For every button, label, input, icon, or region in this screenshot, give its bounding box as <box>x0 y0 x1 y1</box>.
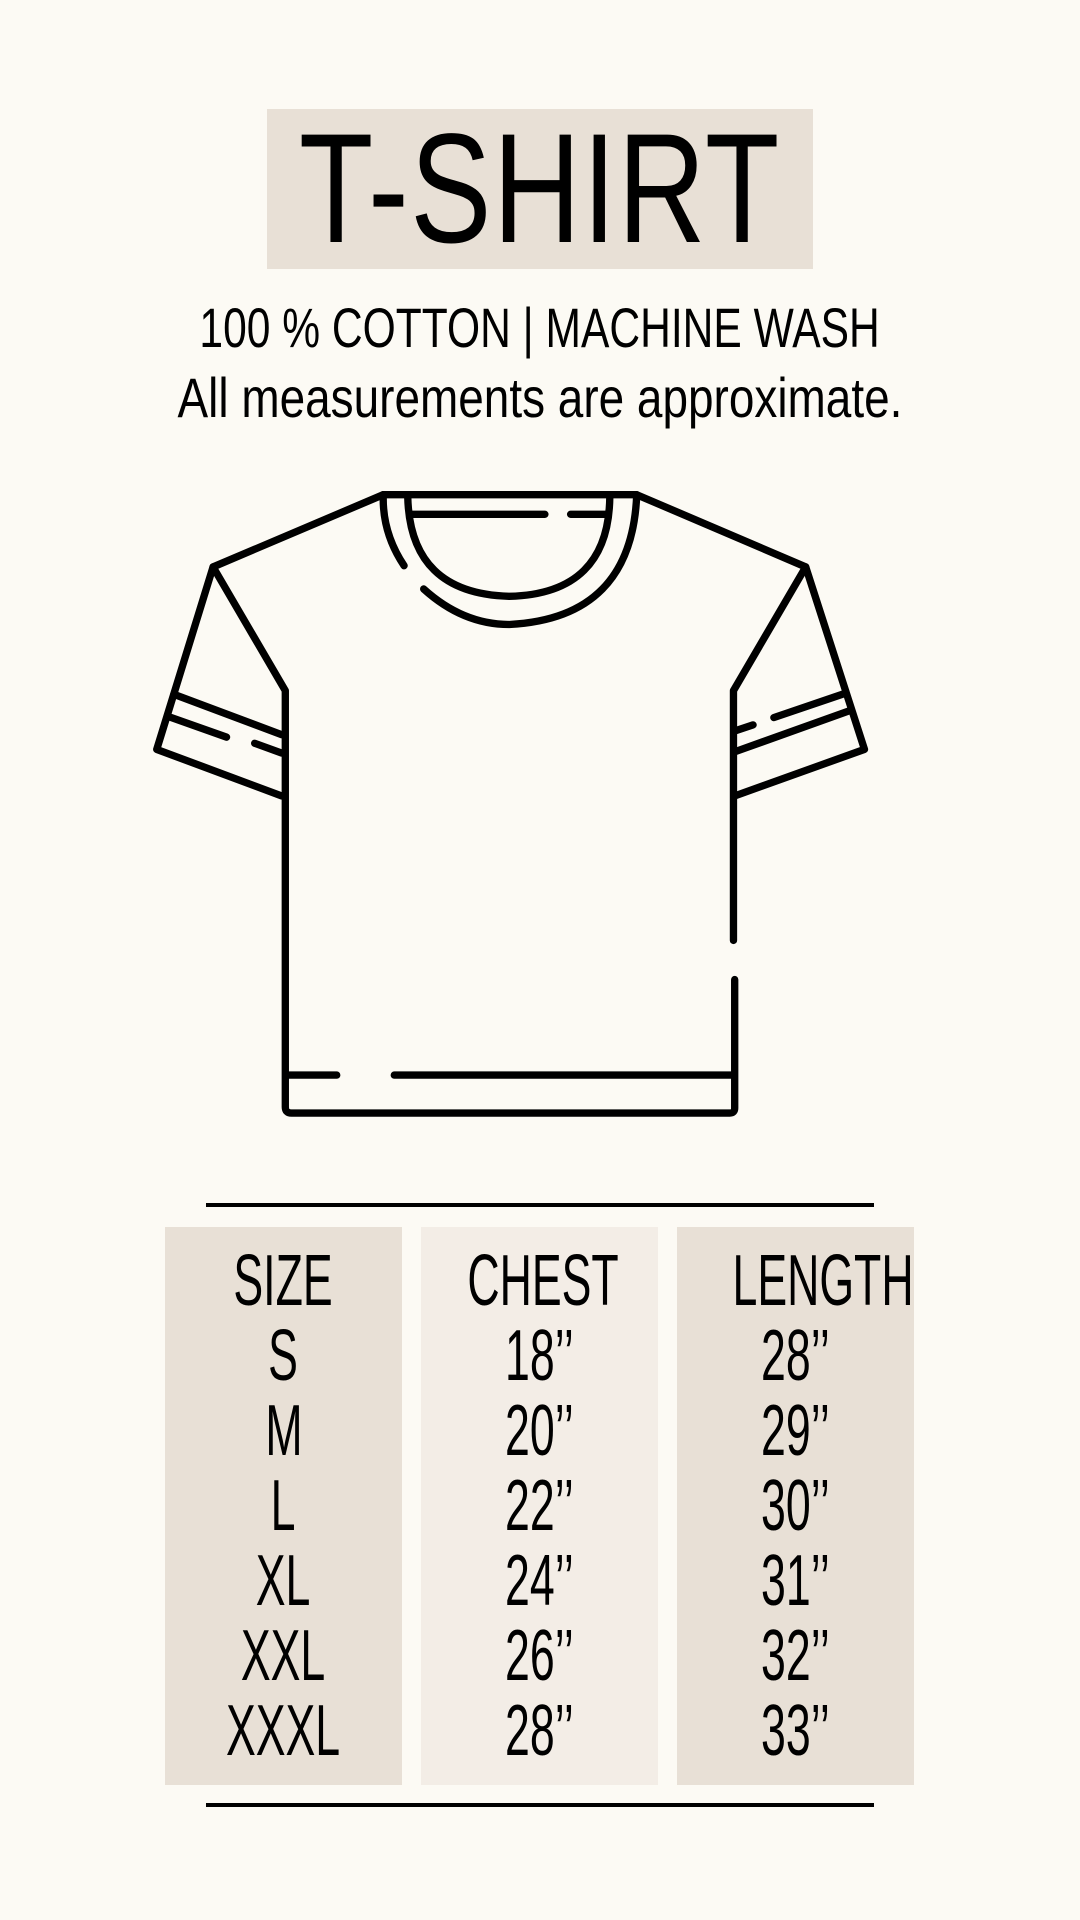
note-text: All measurements are approximate. <box>177 366 903 429</box>
measurement-note: All measurements are approximate. <box>0 370 1080 426</box>
table-top-divider <box>206 1203 874 1207</box>
table-cell: 31’’ <box>677 1545 914 1617</box>
table-cell: 28’’ <box>677 1320 914 1392</box>
table-cell-text: 30’’ <box>761 1466 830 1546</box>
table-cell-text: XXXL <box>226 1691 341 1771</box>
table-cell-text: 20’’ <box>505 1391 574 1471</box>
column-header-text: LENGTH <box>732 1241 914 1321</box>
table-bottom-divider <box>206 1803 874 1807</box>
table-cell: XXL <box>165 1620 402 1692</box>
chest-column: CHEST 18’’ 20’’ 22’’ 24’’ 26’’ 28’’ <box>421 1227 658 1785</box>
table-cell-text: L <box>271 1466 296 1546</box>
table-cell: L <box>165 1470 402 1542</box>
column-header: LENGTH <box>677 1245 914 1317</box>
table-cell-text: 18’’ <box>505 1316 574 1396</box>
table-cell-text: 28’’ <box>761 1316 830 1396</box>
page-title: T-SHIRT <box>299 102 781 276</box>
table-cell-text: XXL <box>241 1616 326 1696</box>
length-column: LENGTH 28’’ 29’’ 30’’ 31’’ 32’’ 33’’ <box>677 1227 914 1785</box>
table-cell-text: 22’’ <box>505 1466 574 1546</box>
column-header-text: SIZE <box>233 1241 334 1321</box>
table-cell: 18’’ <box>421 1320 658 1392</box>
table-cell-text: 29’’ <box>761 1391 830 1471</box>
subtitle-text: 100 % COTTON | MACHINE WASH <box>199 296 881 359</box>
size-column: SIZE S M L XL XXL XXXL <box>165 1227 402 1785</box>
table-cell: 29’’ <box>677 1395 914 1467</box>
table-cell-text: S <box>268 1316 299 1396</box>
table-cell: 30’’ <box>677 1470 914 1542</box>
table-cell: 33’’ <box>677 1695 914 1767</box>
table-cell-text: 24’’ <box>505 1541 574 1621</box>
table-cell-text: XL <box>256 1541 311 1621</box>
table-cell: 28’’ <box>421 1695 658 1767</box>
table-cell: XXXL <box>165 1695 402 1767</box>
table-cell: 20’’ <box>421 1395 658 1467</box>
table-cell: 26’’ <box>421 1620 658 1692</box>
table-cell-text: 32’’ <box>761 1616 830 1696</box>
table-cell: S <box>165 1320 402 1392</box>
table-cell-text: 26’’ <box>505 1616 574 1696</box>
table-cell: 22’’ <box>421 1470 658 1542</box>
column-header: SIZE <box>165 1245 402 1317</box>
table-cell-text: 28’’ <box>505 1691 574 1771</box>
table-cell: XL <box>165 1545 402 1617</box>
column-header: CHEST <box>421 1245 658 1317</box>
column-header-text: CHEST <box>467 1241 619 1321</box>
table-cell: M <box>165 1395 402 1467</box>
table-cell: 24’’ <box>421 1545 658 1617</box>
table-cell-text: 31’’ <box>761 1541 830 1621</box>
table-cell: 32’’ <box>677 1620 914 1692</box>
table-cell-text: 33’’ <box>761 1691 830 1771</box>
subtitle: 100 % COTTON | MACHINE WASH <box>0 300 1080 356</box>
table-cell-text: M <box>264 1391 303 1471</box>
title-banner: T-SHIRT <box>267 109 813 269</box>
